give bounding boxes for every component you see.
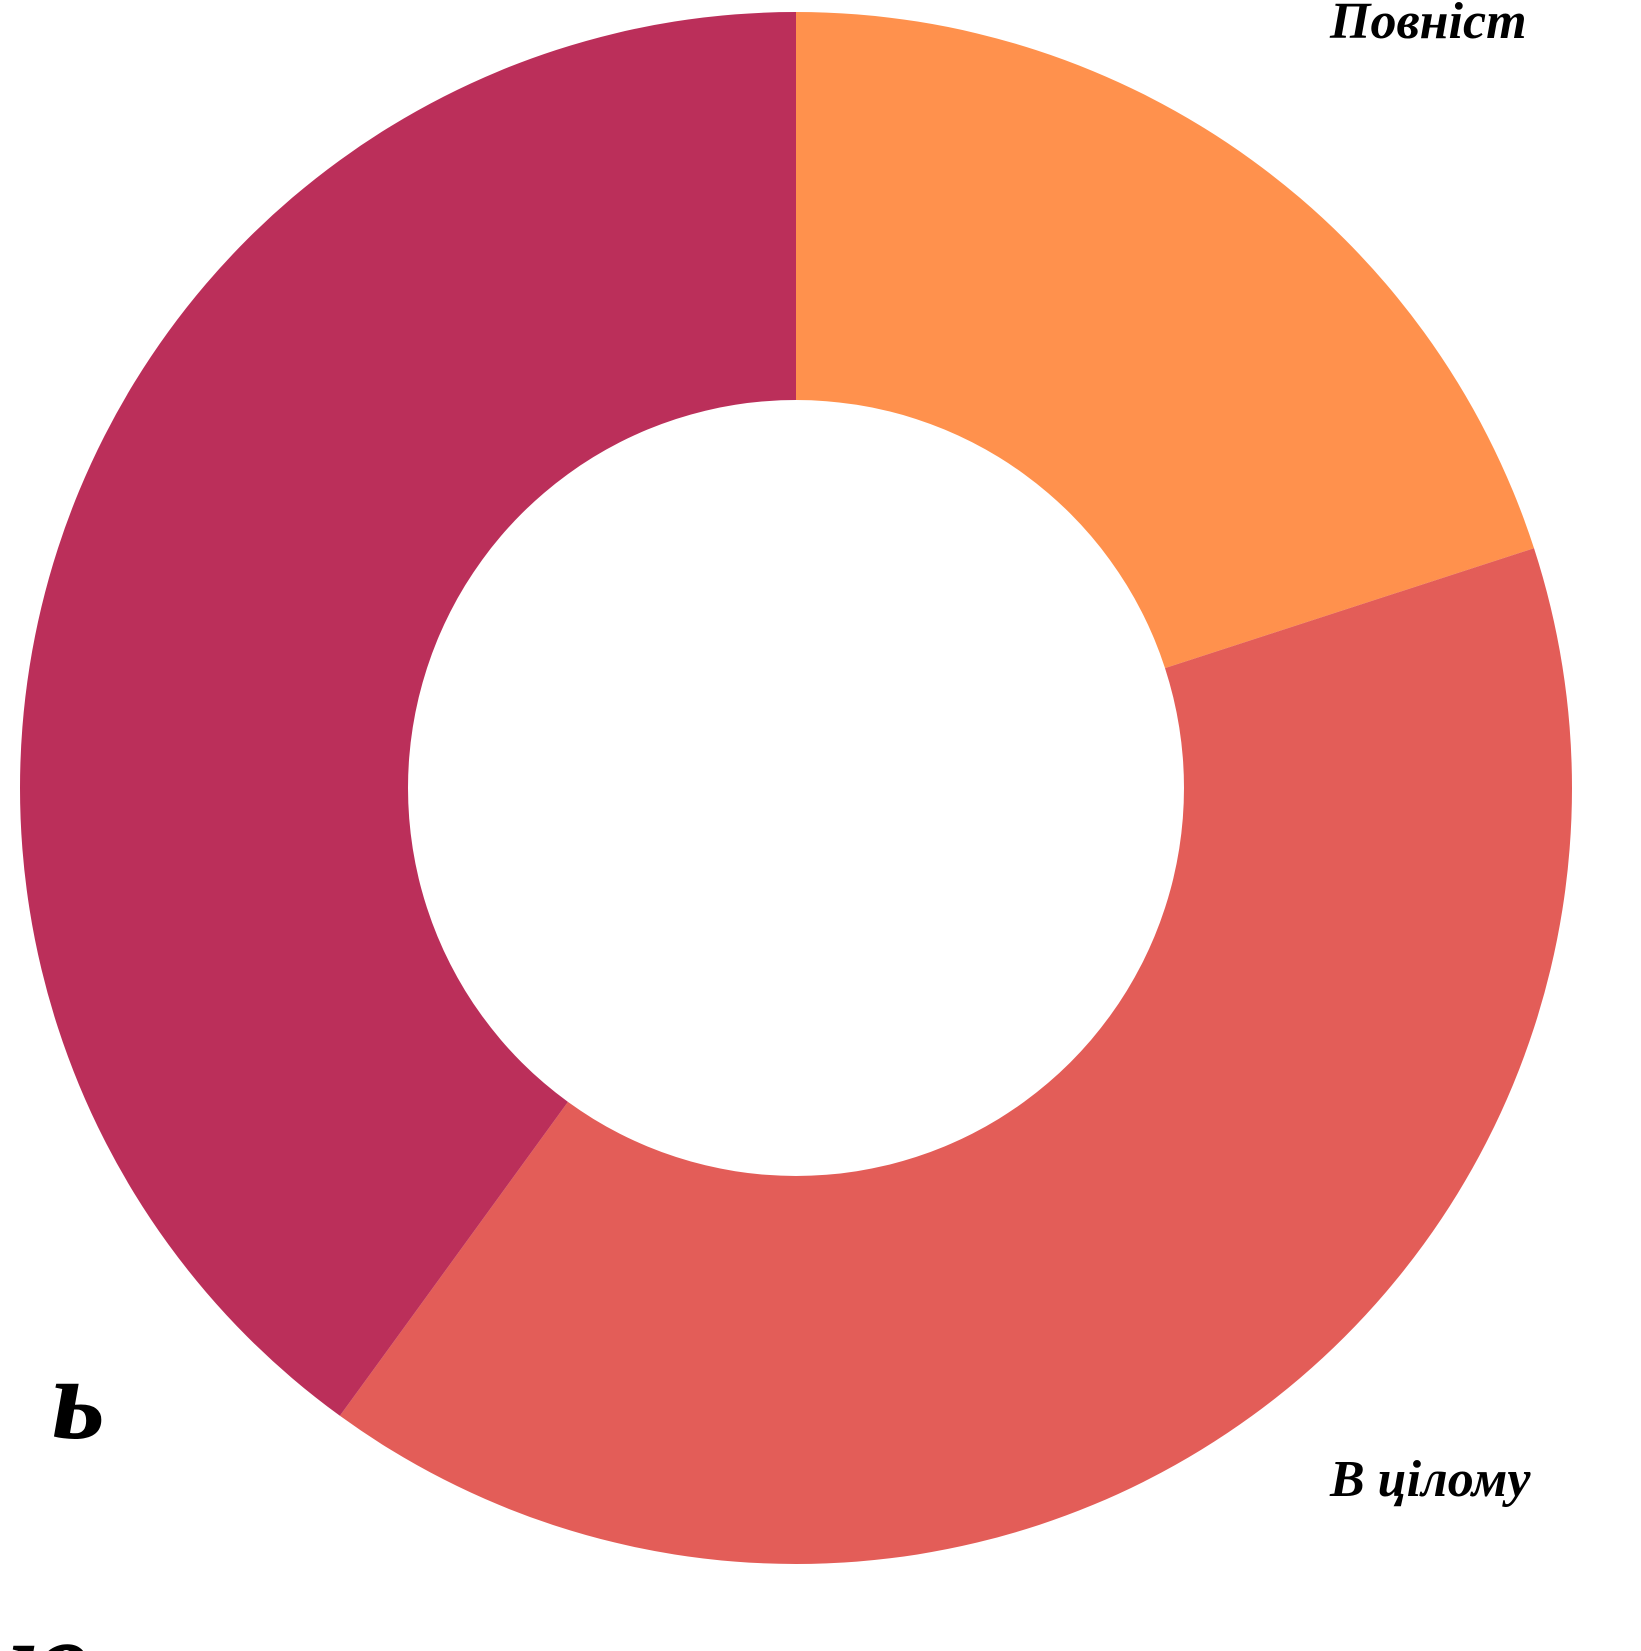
slice-label: Повніст [1329, 0, 1527, 50]
slice [796, 12, 1535, 669]
slice-label: ь [51, 1333, 105, 1464]
slice [339, 548, 1572, 1564]
donut [20, 12, 1572, 1564]
slice [20, 12, 796, 1416]
annotation: ю, [6, 1595, 122, 1651]
slice-label: В цілому [1329, 1451, 1531, 1508]
